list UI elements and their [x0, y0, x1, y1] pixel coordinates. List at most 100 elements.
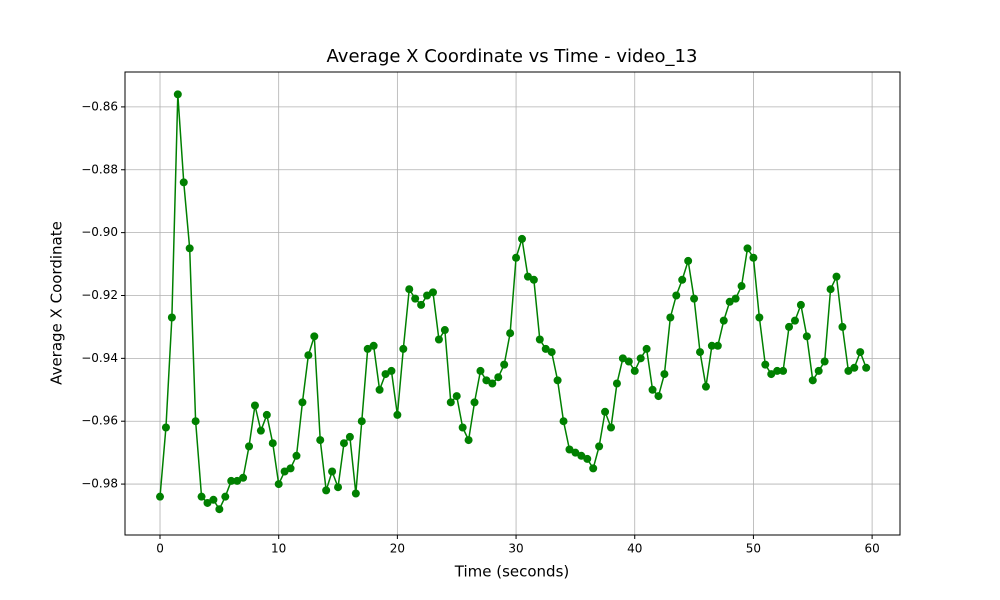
x-tick-label: 30 — [508, 542, 523, 556]
data-point — [256, 426, 265, 435]
data-point — [221, 492, 230, 501]
data-point — [802, 332, 811, 341]
data-point — [684, 256, 693, 265]
data-point — [191, 417, 200, 426]
y-tick-label: −0.94 — [81, 351, 118, 365]
data-point — [607, 423, 616, 432]
x-tick-label: 10 — [271, 542, 286, 556]
data-point — [790, 316, 799, 325]
data-point — [826, 285, 835, 294]
data-point — [512, 253, 521, 262]
data-point — [411, 294, 420, 303]
data-point — [446, 398, 455, 407]
x-tick-label: 20 — [390, 542, 405, 556]
data-point — [310, 332, 319, 341]
data-point — [387, 366, 396, 375]
data-point — [577, 451, 586, 460]
data-point — [523, 272, 532, 281]
data-point — [375, 385, 384, 394]
data-point — [268, 439, 277, 448]
data-point — [428, 288, 437, 297]
data-point — [227, 476, 236, 485]
data-point — [470, 398, 479, 407]
y-tick-label: −0.96 — [81, 414, 118, 428]
data-point — [185, 244, 194, 253]
data-point — [565, 445, 574, 454]
data-point — [850, 363, 859, 372]
data-point — [583, 454, 592, 463]
data-point — [286, 464, 295, 473]
data-point — [559, 417, 568, 426]
data-point — [535, 335, 544, 344]
data-point — [215, 505, 224, 514]
data-point — [298, 398, 307, 407]
data-point — [292, 451, 301, 460]
data-point — [636, 354, 645, 363]
data-point — [452, 392, 461, 401]
x-axis-label: Time (seconds) — [454, 563, 570, 581]
data-point — [197, 492, 206, 501]
data-point — [233, 476, 242, 485]
data-point — [737, 282, 746, 291]
data-point — [239, 473, 248, 482]
data-point — [179, 178, 188, 187]
data-point — [423, 291, 432, 300]
data-point — [690, 294, 699, 303]
data-point — [707, 341, 716, 350]
x-tick-label: 0 — [156, 542, 164, 556]
data-point — [393, 410, 402, 419]
data-point — [517, 234, 526, 243]
data-point — [731, 294, 740, 303]
data-point — [862, 363, 871, 372]
data-point — [666, 313, 675, 322]
data-point — [434, 335, 443, 344]
data-point — [173, 90, 182, 99]
data-point — [589, 464, 598, 473]
data-point — [399, 344, 408, 353]
data-point — [458, 423, 467, 432]
data-point — [553, 376, 562, 385]
data-point — [405, 285, 414, 294]
data-point — [322, 486, 331, 495]
data-point — [719, 316, 728, 325]
data-point — [814, 366, 823, 375]
y-axis-label: Average X Coordinate — [48, 221, 66, 385]
data-point — [820, 357, 829, 366]
data-point — [506, 329, 515, 338]
data-point — [417, 300, 426, 309]
data-point — [660, 370, 669, 379]
y-tick-label: −0.98 — [81, 477, 118, 491]
data-point — [785, 322, 794, 331]
y-tick-label: −0.92 — [81, 288, 118, 302]
data-point — [345, 432, 354, 441]
data-point — [755, 313, 764, 322]
data-point — [773, 366, 782, 375]
data-point — [856, 348, 865, 357]
data-point — [547, 348, 556, 357]
data-point — [476, 366, 485, 375]
data-point — [601, 407, 610, 416]
data-point — [654, 392, 663, 401]
data-point — [500, 360, 509, 369]
x-tick-label: 60 — [864, 542, 879, 556]
data-point — [844, 366, 853, 375]
data-point — [304, 351, 313, 360]
data-point — [701, 382, 710, 391]
data-point — [630, 366, 639, 375]
data-point — [381, 370, 390, 379]
y-tick-label: −0.88 — [81, 162, 118, 176]
data-point — [743, 244, 752, 253]
axes-frame — [124, 71, 901, 536]
data-point — [274, 480, 283, 489]
data-point — [167, 313, 176, 322]
data-point — [161, 423, 170, 432]
data-point — [541, 344, 550, 353]
chart-title: Average X Coordinate vs Time - video_13 — [327, 46, 698, 67]
data-point — [339, 439, 348, 448]
data-point — [595, 442, 604, 451]
data-point — [363, 344, 372, 353]
data-point — [678, 275, 687, 284]
data-point — [767, 370, 776, 379]
data-point — [713, 341, 722, 350]
